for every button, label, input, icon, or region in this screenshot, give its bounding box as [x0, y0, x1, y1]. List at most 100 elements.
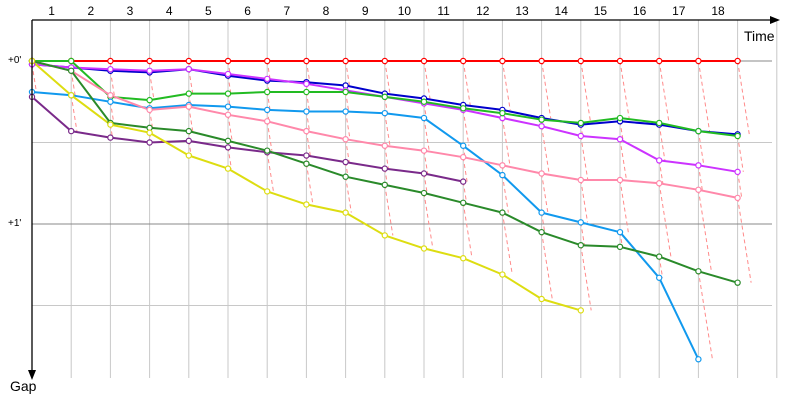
series-1-point: [146, 57, 153, 65]
rank-connector: [462, 109, 470, 146]
series-8-point: [656, 253, 663, 260]
series-5-point: [616, 228, 624, 236]
rank-connector: [188, 106, 194, 132]
rank-connector: [149, 72, 155, 101]
series-7-point: [342, 158, 349, 166]
rank-connector: [423, 173, 428, 194]
series-8-point: [460, 199, 467, 207]
series-6-point: [420, 147, 428, 154]
series-5-point: [499, 171, 506, 179]
series-9-point: [107, 121, 114, 128]
series-4-point: [67, 57, 75, 65]
series-7-point: [107, 134, 114, 141]
rank-connector: [619, 139, 627, 181]
series-6-point: [381, 142, 388, 149]
rank-connector: [109, 101, 115, 124]
series-3-point: [695, 162, 702, 169]
x-tick-label: 2: [87, 4, 94, 18]
series-8-point: [224, 137, 232, 145]
series-9-point: [67, 92, 75, 99]
series-4-point: [342, 88, 349, 96]
series-8-point: [303, 160, 310, 167]
rank-connector: [462, 157, 468, 182]
series-5-point: [460, 142, 467, 149]
series-6-point: [264, 118, 271, 125]
rank-connector: [462, 202, 473, 259]
rank-connector: [345, 176, 352, 213]
series-9-point: [499, 271, 506, 278]
rank-connector: [697, 165, 703, 190]
series-3-point: [538, 122, 545, 130]
series-6-point: [616, 176, 624, 184]
series-6-point: [107, 92, 114, 99]
series-8-point: [342, 173, 349, 180]
x-tick-label: 13: [515, 4, 529, 18]
series-8-point: [381, 181, 388, 189]
rank-connector: [541, 60, 552, 119]
rank-connector: [305, 131, 311, 156]
rank-connector: [658, 183, 672, 257]
rank-connector: [580, 222, 585, 246]
tick-labels: 1 2 3 4 5 6 7 8 9 10 11 12 13 14 15 16 17 18+0'+1': [8, 4, 725, 229]
rank-connector: [541, 232, 553, 300]
series-7-point: [303, 152, 310, 159]
rank-connector: [384, 60, 391, 94]
series-3-point: [303, 80, 310, 88]
series-5-point: [420, 114, 428, 122]
series-9-point: [185, 152, 192, 159]
rank-connector: [384, 184, 394, 236]
series-5-point: [695, 356, 702, 363]
x-tick-label: 7: [283, 4, 290, 18]
series-4-point: [734, 132, 741, 140]
series-line-7: [31, 96, 464, 183]
series-8-point: [577, 241, 585, 249]
series-1-point: [185, 57, 192, 65]
series-7-point: [67, 127, 75, 135]
series-layer: [28, 57, 741, 363]
rank-connector: [501, 60, 511, 110]
series-4-point: [146, 96, 153, 104]
x-tick-label: 14: [555, 4, 569, 18]
rank-connector: [697, 60, 711, 132]
x-tick-label: 17: [672, 4, 686, 18]
x-tick-label: 1: [48, 4, 55, 18]
rank-connector: [619, 179, 629, 233]
rank-connector: [737, 135, 744, 172]
rank-connector: [697, 131, 705, 166]
series-3-point: [577, 132, 585, 140]
series-8-point: [538, 228, 545, 236]
x-tick-label: 15: [594, 4, 608, 18]
rank-connector: [305, 163, 314, 205]
rank-connector: [266, 152, 274, 192]
series-4-point: [224, 90, 232, 97]
rank-connector: [384, 145, 389, 169]
rank-connector: [305, 91, 311, 112]
rank-connector: [345, 139, 350, 163]
series-6-point: [224, 111, 232, 118]
series-3-point: [224, 70, 232, 78]
series-8-point: [734, 279, 741, 286]
rank-connector: [737, 60, 750, 135]
series-6-point: [656, 180, 663, 187]
series-4-point: [656, 119, 663, 127]
series-8-point: [695, 268, 702, 275]
series-6-point: [303, 127, 310, 135]
series-1-point: [224, 57, 232, 65]
rank-connector: [658, 124, 666, 161]
rank-connector: [658, 256, 664, 278]
series-4-point: [499, 109, 506, 117]
rank-connector: [580, 135, 589, 181]
rank-connector: [541, 212, 546, 233]
series-6-point: [538, 170, 545, 177]
x-tick-label: 12: [476, 4, 490, 18]
series-6-point: [499, 162, 506, 169]
y-axis-arrow: [28, 370, 36, 380]
x-axis-label: Time: [744, 28, 775, 44]
rank-connector: [580, 179, 589, 223]
series-1-point: [107, 57, 114, 65]
series-7-point: [146, 139, 153, 146]
series-5-point: [303, 108, 310, 115]
series-1-point: [734, 57, 741, 65]
series-1-point: [538, 57, 545, 65]
